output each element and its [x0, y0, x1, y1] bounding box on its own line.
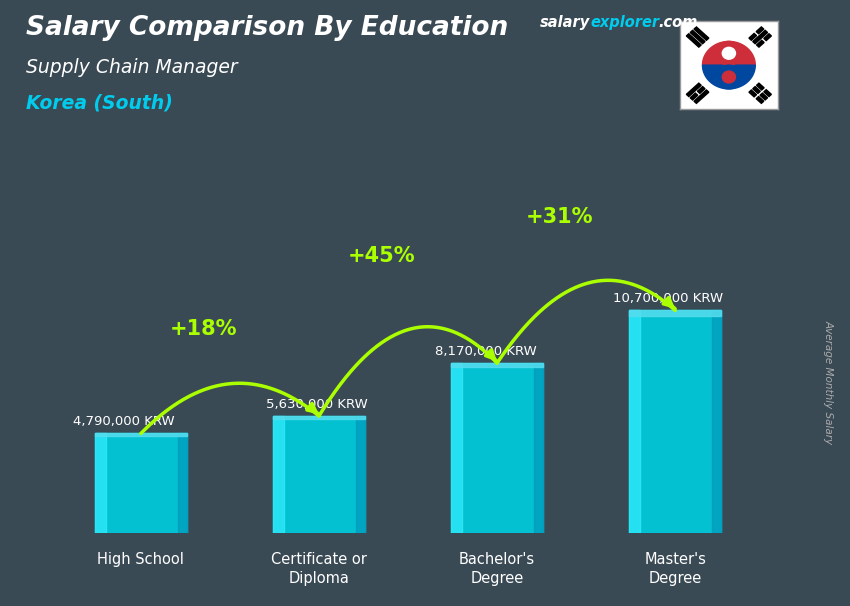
Polygon shape — [690, 30, 705, 44]
Text: Master's
Degree: Master's Degree — [644, 551, 706, 587]
Polygon shape — [764, 34, 772, 41]
Bar — [450, 363, 543, 367]
Polygon shape — [686, 34, 701, 47]
Bar — [94, 433, 105, 533]
Circle shape — [716, 41, 742, 65]
Circle shape — [722, 47, 735, 59]
Polygon shape — [764, 90, 772, 96]
Polygon shape — [694, 90, 709, 104]
Text: +18%: +18% — [169, 319, 237, 339]
Polygon shape — [760, 93, 768, 100]
Bar — [94, 433, 187, 436]
Text: +31%: +31% — [525, 207, 593, 227]
Text: Bachelor's
Degree: Bachelor's Degree — [459, 551, 536, 587]
Text: Korea (South): Korea (South) — [26, 94, 173, 113]
Bar — [629, 310, 722, 316]
Text: 10,700,000 KRW: 10,700,000 KRW — [613, 292, 723, 305]
Polygon shape — [756, 83, 764, 90]
Polygon shape — [686, 83, 701, 96]
Polygon shape — [697, 87, 705, 93]
Text: Salary Comparison By Education: Salary Comparison By Education — [26, 15, 507, 41]
Text: 8,170,000 KRW: 8,170,000 KRW — [434, 345, 536, 358]
Text: 4,790,000 KRW: 4,790,000 KRW — [73, 416, 175, 428]
Polygon shape — [756, 96, 764, 104]
Text: Average Monthly Salary: Average Monthly Salary — [824, 320, 834, 444]
Polygon shape — [753, 87, 761, 93]
Polygon shape — [756, 40, 764, 47]
Text: 5,630,000 KRW: 5,630,000 KRW — [265, 398, 367, 411]
Polygon shape — [749, 90, 756, 97]
Bar — [712, 310, 722, 533]
Bar — [629, 310, 722, 533]
Polygon shape — [702, 65, 756, 89]
Bar — [450, 363, 543, 533]
Bar — [356, 416, 366, 533]
Polygon shape — [756, 27, 764, 34]
Polygon shape — [702, 41, 756, 65]
Text: Supply Chain Manager: Supply Chain Manager — [26, 58, 237, 76]
Bar — [273, 416, 366, 533]
Bar — [178, 433, 187, 533]
Text: High School: High School — [98, 551, 184, 567]
Polygon shape — [749, 33, 756, 40]
Text: salary: salary — [540, 15, 590, 30]
Circle shape — [722, 71, 735, 83]
Bar — [94, 433, 187, 533]
Text: explorer: explorer — [591, 15, 660, 30]
Bar — [273, 416, 366, 419]
Bar — [534, 363, 543, 533]
Text: .com: .com — [659, 15, 698, 30]
Text: Certificate or
Diploma: Certificate or Diploma — [271, 551, 367, 587]
Circle shape — [716, 65, 742, 89]
Text: +45%: +45% — [348, 247, 415, 267]
Polygon shape — [690, 93, 698, 100]
Bar — [629, 310, 640, 533]
Bar — [450, 363, 462, 533]
Circle shape — [702, 41, 756, 89]
Bar — [273, 416, 284, 533]
Polygon shape — [694, 27, 709, 40]
Polygon shape — [753, 30, 768, 44]
